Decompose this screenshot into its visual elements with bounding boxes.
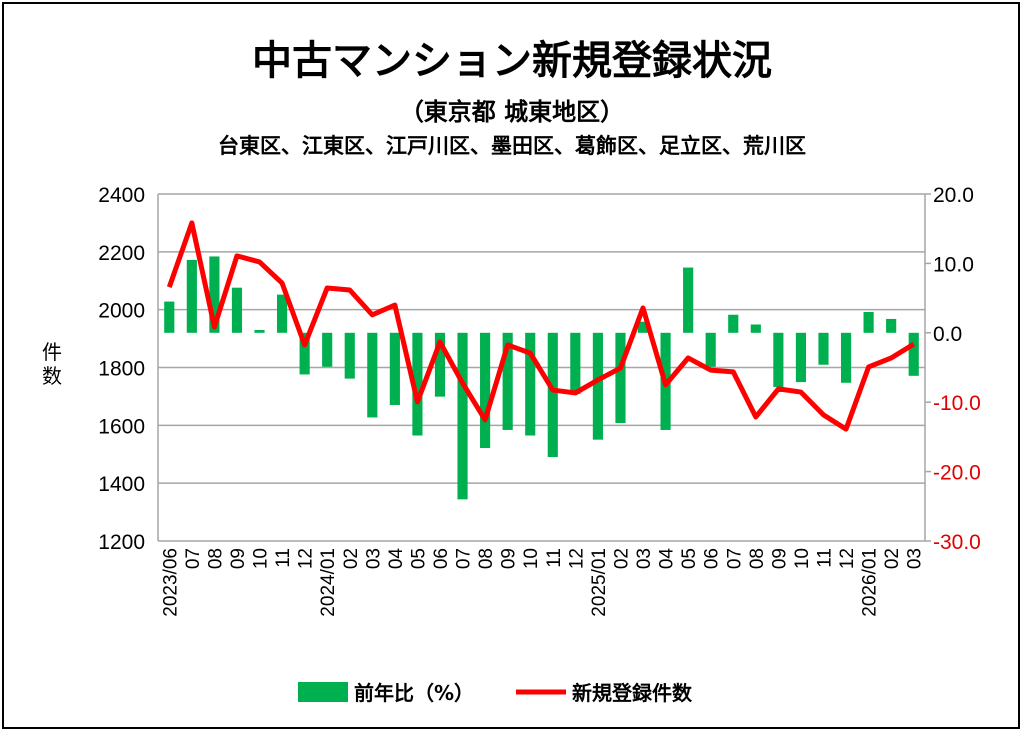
bar-yoy bbox=[502, 332, 513, 430]
legend-bar-label: 前年比（%） bbox=[354, 681, 474, 705]
bar-yoy bbox=[299, 332, 310, 375]
right-tick-label: 10.0 bbox=[933, 253, 974, 276]
x-tick-label: 2026/01 bbox=[860, 548, 881, 617]
bar-yoy bbox=[705, 332, 716, 367]
x-tick-label: 05 bbox=[408, 548, 429, 569]
x-tick-label: 02 bbox=[882, 548, 903, 569]
bar-yoy bbox=[231, 287, 243, 333]
bar-yoy bbox=[525, 332, 536, 436]
bar-yoy bbox=[480, 332, 491, 449]
ward-list: 台東区、江東区、江戸川区、墨田区、葛飾区、足立区、荒川区 bbox=[218, 134, 806, 158]
x-tick-label: 05 bbox=[679, 548, 700, 569]
x-tick-label: 12 bbox=[296, 548, 317, 569]
bar-yoy bbox=[254, 330, 265, 333]
x-tick-label: 10 bbox=[792, 548, 813, 569]
bar-yoy bbox=[367, 332, 378, 418]
bar-yoy bbox=[750, 324, 761, 333]
legend-line-label: 新規登録件数 bbox=[572, 681, 693, 705]
bar-yoy bbox=[547, 332, 558, 458]
bar-yoy bbox=[818, 332, 829, 365]
left-tick-label: 1400 bbox=[98, 473, 145, 496]
left-tick-label: 1800 bbox=[98, 358, 145, 381]
bar-yoy bbox=[615, 332, 626, 424]
right-tick-label: 20.0 bbox=[933, 184, 974, 207]
bar-yoy bbox=[570, 332, 581, 394]
x-tick-label: 09 bbox=[499, 548, 520, 569]
bar-yoy bbox=[457, 332, 468, 500]
x-tick-label: 08 bbox=[747, 548, 768, 569]
x-tick-label: 10 bbox=[251, 548, 272, 569]
bar-yoy bbox=[344, 332, 355, 379]
line-registrations bbox=[166, 220, 916, 432]
x-tick-label: 2024/01 bbox=[318, 548, 339, 617]
bar-yoy bbox=[412, 332, 423, 436]
bar-yoy bbox=[389, 332, 400, 405]
bar-yoy bbox=[186, 259, 197, 333]
x-tick-label: 10 bbox=[521, 548, 542, 569]
x-tick-label: 06 bbox=[431, 548, 452, 569]
chart-subtitle: （東京都 城東地区） bbox=[399, 98, 625, 126]
x-tick-label: 2023/06 bbox=[160, 548, 181, 617]
bar-yoy bbox=[209, 256, 220, 333]
x-tick-label: 07 bbox=[183, 548, 204, 569]
bar-yoy bbox=[886, 318, 897, 333]
x-tick-label: 07 bbox=[454, 548, 475, 569]
left-tick-label: 1600 bbox=[98, 415, 145, 438]
x-tick-label: 08 bbox=[476, 548, 497, 569]
x-tick-label: 11 bbox=[814, 548, 835, 568]
x-tick-label: 11 bbox=[544, 548, 565, 568]
bar-yoy bbox=[637, 321, 649, 333]
left-tick-label: 2400 bbox=[98, 184, 145, 207]
x-tick-label: 04 bbox=[386, 548, 407, 570]
x-tick-label: 08 bbox=[205, 548, 226, 569]
x-tick-label: 03 bbox=[634, 548, 655, 569]
right-tick-label: -30.0 bbox=[933, 531, 981, 554]
bar-yoy bbox=[434, 332, 446, 397]
bar-yoy bbox=[164, 301, 175, 333]
bar-yoy bbox=[795, 332, 807, 383]
y-axis-label: 件数 bbox=[42, 340, 62, 388]
x-tick-label: 04 bbox=[657, 548, 678, 570]
x-tick-label: 12 bbox=[566, 548, 587, 569]
x-tick-label: 2025/01 bbox=[589, 548, 610, 617]
x-tick-label: 12 bbox=[837, 548, 858, 569]
left-tick-label: 1200 bbox=[98, 531, 145, 554]
legend-bar-swatch bbox=[298, 682, 348, 702]
bar-yoy bbox=[908, 332, 919, 376]
x-tick-label: 07 bbox=[724, 548, 745, 569]
x-tick-label: 03 bbox=[905, 548, 926, 569]
x-tick-label: 02 bbox=[611, 548, 632, 569]
x-tick-label: 09 bbox=[769, 548, 790, 569]
bar-yoy bbox=[773, 332, 784, 387]
bar-yoy bbox=[592, 332, 603, 440]
chart-title: 中古マンション新規登録状況 bbox=[252, 38, 772, 84]
left-tick-label: 2200 bbox=[98, 242, 145, 265]
x-tick-label: 03 bbox=[363, 548, 384, 569]
right-tick-label: -10.0 bbox=[933, 392, 981, 415]
right-tick-label: -20.0 bbox=[933, 462, 981, 485]
x-tick-label: 02 bbox=[341, 548, 362, 569]
x-tick-label: 11 bbox=[273, 548, 294, 568]
right-tick-label: 0.0 bbox=[933, 323, 962, 346]
bar-yoy bbox=[322, 332, 333, 367]
bar-yoy bbox=[683, 267, 694, 333]
bar-yoy bbox=[276, 294, 288, 333]
bar-yoy bbox=[840, 332, 852, 383]
left-tick-label: 2000 bbox=[98, 300, 145, 323]
bar-yoy bbox=[863, 311, 874, 333]
bar-yoy bbox=[728, 314, 739, 333]
x-tick-label: 06 bbox=[702, 548, 723, 569]
x-tick-label: 09 bbox=[228, 548, 249, 569]
